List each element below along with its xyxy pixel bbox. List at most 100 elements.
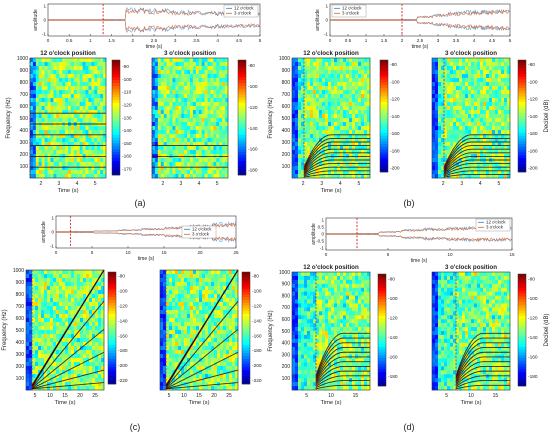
spectrogram-cell [187,314,190,318]
spectrogram-cell [468,118,471,122]
spectrogram-cell [489,78,492,82]
spectrogram-cell [331,70,334,74]
spectrogram-cell [50,314,53,318]
spectrogram-cell [59,322,62,326]
colorbar-cell [380,144,388,147]
spectrogram-cell [65,62,68,66]
spectrogram-cell [432,150,435,154]
spectrogram-cell [88,126,91,130]
spectrogram-cell [331,166,334,170]
spectrogram-cell [229,302,232,306]
spectrogram-cell [38,330,41,334]
spectrogram-cell [213,162,216,166]
spectrogram-cell [193,122,196,126]
spectrogram-cell [86,118,89,122]
spectrogram-cell [208,354,211,358]
spectrogram-cell [468,110,471,114]
spectrogram-cell [489,106,492,110]
spectrogram-cell [304,86,307,90]
spectrogram-cell [340,58,343,62]
spectrogram-cell [80,270,83,274]
spectrogram-cell [95,330,98,334]
spectrogram-cell [53,378,56,382]
spectrogram-cell [222,78,225,82]
spectrogram-cell [217,286,220,290]
spectrogram-cell [361,122,364,126]
spectrogram-cell [26,334,29,338]
colorbar-tick-label: -140 [528,114,538,120]
spectrogram-cell [62,158,65,162]
spectrogram-cell [77,274,80,278]
spectrogram-cell [292,114,295,118]
spectrogram-cell [355,58,358,62]
spectrogram-cell [292,90,295,94]
colorbar-cell [518,141,526,144]
spectrogram-cell [310,62,313,66]
spectrogram-cell [83,158,86,162]
spectrogram-cell [71,118,74,122]
spectrogram-cell [39,58,42,62]
spectrogram-cell [44,286,47,290]
spectrogram-cell [361,110,364,114]
colorbar-cell [380,60,388,63]
spectrogram-cell [77,70,80,74]
spectrogram-cell [340,74,343,78]
colorbar-cell [112,72,120,75]
spectrogram-cell [56,282,59,286]
colorbar-cell [238,126,246,129]
spectrogram-cell [65,126,68,130]
spectrogram-cell [328,102,331,106]
spectrogram-cell [358,150,361,154]
spectrogram-cell [340,94,343,98]
spectrogram-cell [216,66,219,70]
colorbar-cell [108,325,116,328]
spectrogram-cell [337,150,340,154]
spectrogram-cell [292,122,295,126]
spectrogram-cell [91,78,94,82]
colorbar-cell [112,80,120,83]
spectrogram-cell [325,122,328,126]
spectrogram-cell [178,146,181,150]
spectrogram-ytick-label: 500 [16,328,25,334]
spectrogram-cell [322,98,325,102]
spectrogram-cell [450,142,453,146]
spectrogram-cell [181,274,184,278]
spectrogram-cell [170,174,173,178]
spectrogram-cell [474,162,477,166]
spectrogram-cell [68,86,71,90]
spectrogram-cell [56,330,59,334]
spectrogram-cell [169,322,172,326]
spectrogram-cell [62,314,65,318]
colorbar-cell [518,88,526,91]
spectrogram-cell [202,350,205,354]
spectrogram-cell [295,78,298,82]
spectrogram-cell [193,110,196,114]
spectrogram-cell [322,94,325,98]
spectrogram-cell [202,298,205,302]
spectrogram-cell [35,270,38,274]
spectrogram-cell [319,90,322,94]
spectrogram-cell [462,110,465,114]
spectrogram-cell [450,82,453,86]
spectrogram-cell [199,310,202,314]
spectrogram-cell [450,74,453,78]
spectrogram-cell [465,126,468,130]
spectrogram-cell [53,326,56,330]
spectrogram-cell [432,134,435,138]
spectrogram-cell [447,142,450,146]
spectrogram-cell [38,338,41,342]
spectrogram-cell [349,162,352,166]
spectrogram-xlabel: Time (s) [57,188,78,194]
spectrogram-cell [319,78,322,82]
colorbar-cell [380,96,388,99]
spectrogram-cell [316,74,319,78]
spectrogram-cell [184,334,187,338]
spectrogram-cell [95,286,98,290]
spectrogram-cell [334,78,337,82]
spectrogram-cell [471,82,474,86]
waveform-xtick-label: 4.5 [236,38,243,43]
spectrogram-cell [214,342,217,346]
spectrogram-cell [100,150,103,154]
spectrogram-cell [38,358,41,362]
spectrogram-cell [41,274,44,278]
